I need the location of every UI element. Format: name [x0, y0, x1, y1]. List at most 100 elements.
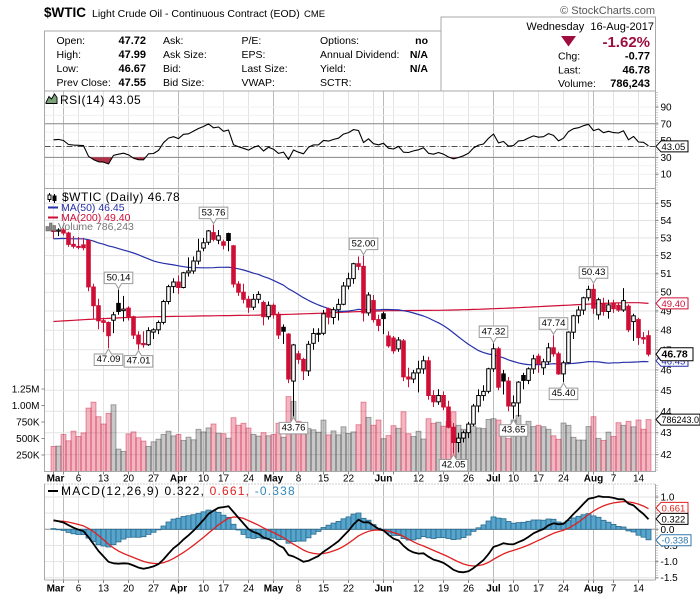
svg-text:10: 10 [508, 584, 520, 595]
svg-text:52: 52 [661, 251, 673, 262]
svg-text:no: no [415, 35, 428, 47]
svg-text:47.01: 47.01 [127, 356, 151, 367]
svg-text:RSI(14) 43.05: RSI(14) 43.05 [60, 93, 141, 107]
svg-text:20: 20 [123, 474, 135, 485]
svg-text:47.99: 47.99 [118, 49, 146, 61]
svg-text:Jul: Jul [486, 584, 501, 595]
svg-text:-1.62%: -1.62% [602, 34, 650, 51]
svg-text:49: 49 [661, 307, 673, 318]
svg-text:-1.5: -1.5 [661, 573, 679, 584]
svg-text:Last:: Last: [558, 64, 581, 76]
svg-text:10: 10 [661, 170, 673, 181]
svg-text:24: 24 [243, 474, 255, 485]
svg-text:Annual Dividend:: Annual Dividend: [320, 49, 399, 61]
svg-text:45: 45 [661, 386, 673, 397]
svg-text:Mar: Mar [47, 474, 65, 485]
svg-text:26: 26 [463, 584, 475, 595]
svg-text:47.09: 47.09 [97, 354, 121, 365]
svg-text:53.76: 53.76 [202, 207, 226, 218]
svg-text:46.78: 46.78 [662, 349, 688, 361]
svg-text:46: 46 [661, 365, 673, 376]
svg-text:8: 8 [296, 584, 302, 595]
svg-text:Prev Close:: Prev Close: [57, 77, 111, 89]
svg-text:50.43: 50.43 [582, 267, 606, 278]
svg-text:750K: 750K [16, 418, 40, 429]
svg-text:1.25M: 1.25M [12, 385, 40, 396]
svg-text:15: 15 [318, 474, 330, 485]
svg-text:13: 13 [98, 584, 110, 595]
svg-text:17: 17 [533, 584, 545, 595]
svg-text:17: 17 [218, 474, 230, 485]
svg-text:-0.77: -0.77 [625, 51, 650, 63]
svg-text:MA(200) 49.40: MA(200) 49.40 [61, 212, 131, 224]
svg-text:Jun: Jun [375, 584, 393, 595]
svg-text:15: 15 [318, 584, 330, 595]
svg-text:17: 17 [218, 584, 230, 595]
svg-text:Apr: Apr [170, 474, 187, 485]
svg-text:MACD(12,26,9) 0.322, 0.661, -0: MACD(12,26,9) 0.322, 0.661, -0.338 [61, 484, 296, 498]
svg-text:$WTIC: $WTIC [44, 5, 86, 20]
svg-text:8: 8 [296, 474, 302, 485]
svg-text:52.00: 52.00 [352, 238, 376, 249]
svg-text:51: 51 [661, 269, 673, 280]
svg-text:Low:: Low: [57, 63, 79, 75]
svg-text:May: May [264, 474, 284, 485]
svg-text:MA(50) 46.45: MA(50) 46.45 [61, 202, 125, 214]
svg-text:Ask Size:: Ask Size: [163, 49, 207, 61]
svg-text:46.45: 46.45 [662, 356, 686, 367]
svg-text:48: 48 [661, 326, 673, 337]
svg-text:-0.338: -0.338 [662, 536, 689, 547]
svg-text:P/E:: P/E: [242, 35, 262, 47]
svg-text:24: 24 [243, 584, 255, 595]
svg-text:Open:: Open: [57, 35, 86, 47]
svg-text:53: 53 [661, 233, 673, 244]
svg-text:10: 10 [198, 584, 210, 595]
svg-text:49.40: 49.40 [662, 299, 686, 310]
svg-text:20: 20 [123, 584, 135, 595]
svg-text:14: 14 [633, 474, 645, 485]
svg-text:45.40: 45.40 [552, 388, 576, 399]
svg-text:44: 44 [661, 407, 673, 418]
svg-text:22: 22 [343, 474, 355, 485]
svg-text:46.78: 46.78 [622, 64, 650, 76]
svg-text:17: 17 [533, 474, 545, 485]
svg-text:© StockCharts.com: © StockCharts.com [560, 5, 655, 17]
svg-text:43.76: 43.76 [282, 422, 306, 433]
svg-text:Aug: Aug [584, 474, 603, 485]
svg-text:$WTIC (Daily) 46.78: $WTIC (Daily) 46.78 [62, 190, 180, 204]
svg-text:43.65: 43.65 [502, 425, 526, 436]
svg-text:24: 24 [558, 584, 570, 595]
svg-text:43: 43 [661, 428, 673, 439]
svg-text:Apr: Apr [170, 584, 187, 595]
svg-text:250K: 250K [16, 451, 40, 462]
svg-text:EPS:: EPS: [242, 49, 266, 61]
svg-text:1.00M: 1.00M [12, 401, 40, 412]
svg-text:54: 54 [661, 216, 673, 227]
svg-text:Mar: Mar [47, 584, 65, 595]
svg-text:0.0: 0.0 [661, 525, 675, 536]
svg-text:13: 13 [98, 474, 110, 485]
svg-text:42: 42 [661, 450, 673, 461]
svg-text:7: 7 [611, 584, 617, 595]
svg-text:47.55: 47.55 [118, 77, 146, 89]
svg-text:19: 19 [438, 584, 450, 595]
svg-text:1.0: 1.0 [661, 493, 675, 504]
svg-text:47.74: 47.74 [542, 318, 566, 329]
svg-text:-1.0: -1.0 [661, 557, 679, 568]
svg-text:70: 70 [661, 119, 673, 130]
svg-text:Yield:: Yield: [320, 63, 346, 75]
svg-text:500K: 500K [16, 434, 40, 445]
svg-text:24: 24 [558, 474, 570, 485]
svg-text:Bid Size:: Bid Size: [163, 77, 204, 89]
svg-text:30: 30 [661, 153, 673, 164]
svg-text:CME: CME [304, 9, 325, 20]
svg-text:10: 10 [508, 474, 520, 485]
svg-text:10: 10 [198, 474, 210, 485]
svg-text:786,243: 786,243 [610, 78, 650, 90]
svg-text:Options:: Options: [320, 35, 359, 47]
svg-text:27: 27 [148, 584, 160, 595]
svg-text:6: 6 [76, 474, 82, 485]
svg-text:VWAP:: VWAP: [242, 77, 275, 89]
svg-text:0.322: 0.322 [662, 514, 686, 525]
svg-text:7: 7 [611, 474, 617, 485]
